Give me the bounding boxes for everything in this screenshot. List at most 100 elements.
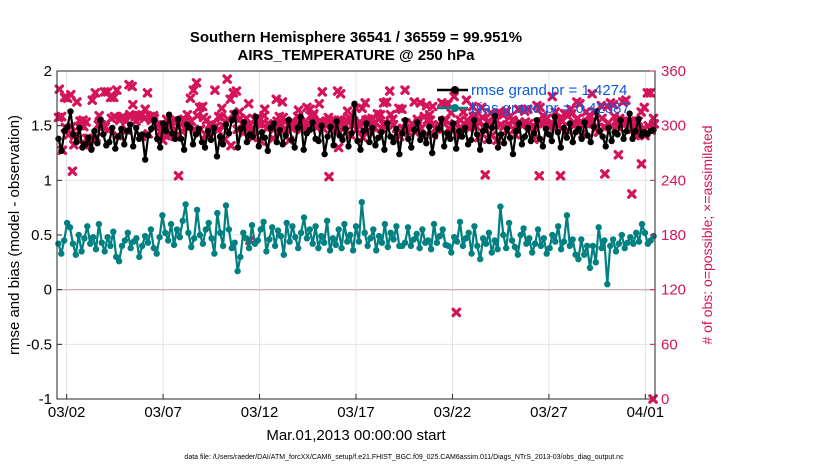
rmse-point <box>315 137 322 145</box>
obs-outlier-point <box>173 170 184 181</box>
rmse-point <box>596 127 603 135</box>
obs-possible-point <box>182 109 193 120</box>
rmse-point <box>623 127 630 135</box>
obs-possible-point <box>111 85 122 95</box>
obs-assimilated-point <box>557 116 568 126</box>
bias-point <box>277 232 285 240</box>
obs-assimilated-point <box>293 105 304 115</box>
rmse-point <box>485 137 493 145</box>
obs-cross-stroke <box>451 307 462 318</box>
bias-point <box>609 236 617 243</box>
rmse-point <box>133 124 140 132</box>
bias-point <box>494 246 501 253</box>
obs-cross-stroke <box>600 169 610 179</box>
obs-outlier-point <box>67 166 78 177</box>
obs-assimilated-point <box>385 109 396 120</box>
bias-point <box>503 244 510 252</box>
obs-possible-point <box>222 74 232 85</box>
bias-point <box>185 229 192 236</box>
rmse-point <box>390 138 397 146</box>
rmse-point <box>210 124 218 132</box>
bias-point <box>136 253 143 261</box>
bias-point <box>347 231 354 239</box>
obs-possible-point <box>360 98 370 108</box>
rmse-point <box>405 135 412 142</box>
bias-point <box>87 240 94 247</box>
bias-point <box>260 218 267 226</box>
bias-point <box>566 242 573 250</box>
bias-point <box>115 258 123 265</box>
bias-point <box>410 236 417 243</box>
bias-point <box>633 229 640 236</box>
obs-possible-point <box>381 97 392 107</box>
bias-point <box>321 239 328 246</box>
x-tick-label: 03/12 <box>241 404 279 421</box>
obs-cross-stroke <box>458 107 469 117</box>
obs-cross-stroke <box>480 170 491 180</box>
obs-cross-stroke <box>277 97 288 107</box>
obs-assimilated-point <box>462 115 472 126</box>
bias-point <box>254 237 261 244</box>
rmse-point <box>569 138 576 146</box>
rmse-point <box>112 145 119 152</box>
bias-point <box>453 238 461 245</box>
obs-cross-stroke <box>197 101 208 112</box>
obs-cross-stroke <box>449 91 459 102</box>
obs-cross-stroke <box>397 104 407 115</box>
y-tick-label: 1.5 <box>31 118 52 135</box>
obs-cross-stroke <box>467 101 478 112</box>
obs-possible-point <box>476 102 487 113</box>
rmse-point <box>500 140 508 147</box>
bias-point <box>505 219 513 227</box>
rmse-point <box>545 131 553 138</box>
obs-possible-point <box>397 104 407 115</box>
rmse-point <box>165 111 173 118</box>
obs-cross-stroke <box>182 109 193 120</box>
rmse-point <box>216 133 224 140</box>
obs-cross-stroke <box>185 93 196 104</box>
obs-cross-stroke <box>534 170 545 181</box>
bias-point <box>578 236 585 243</box>
rmse-point <box>554 129 561 136</box>
bias-point <box>271 242 279 250</box>
bias-point <box>352 223 360 230</box>
rmse-point <box>252 113 259 121</box>
bias-point <box>214 209 221 217</box>
rmse-point <box>91 127 98 135</box>
x-tick-label: 03/27 <box>530 404 568 421</box>
obs-assimilated-point <box>137 109 147 120</box>
bias-point <box>485 229 493 236</box>
bias-point <box>269 224 276 231</box>
obs-possible-point <box>535 102 545 113</box>
bias-point <box>335 226 342 233</box>
rmse-point <box>602 143 609 150</box>
bias-point <box>549 231 556 239</box>
bias-point <box>381 220 389 228</box>
bias-point <box>234 267 241 275</box>
bias-point <box>627 234 634 241</box>
bias-point <box>263 248 270 255</box>
obs-assimilated-point <box>309 109 319 119</box>
bias-point <box>641 229 649 236</box>
obs-possible-point <box>415 98 426 108</box>
bias-point <box>419 226 426 233</box>
rmse-point <box>171 135 179 142</box>
rmse-point <box>318 122 325 129</box>
rmse-point <box>441 143 448 150</box>
obs-cross-stroke <box>384 86 395 96</box>
bias-point <box>601 237 608 244</box>
bias-point <box>445 242 452 250</box>
rmse-point <box>327 123 334 130</box>
obs-possible-point <box>127 81 137 92</box>
y-tick-label: -0.5 <box>26 336 52 353</box>
bias-point <box>401 239 409 246</box>
bias-point <box>312 223 319 230</box>
rmse-point <box>423 140 430 147</box>
obs-cross-stroke <box>315 116 325 126</box>
rmse-point <box>366 138 373 146</box>
obs-cross-stroke <box>468 111 479 122</box>
bias-point <box>274 227 282 234</box>
rmse-point <box>435 125 442 133</box>
y-axis-label-left: rmse and bias (model - observation) <box>6 115 23 355</box>
